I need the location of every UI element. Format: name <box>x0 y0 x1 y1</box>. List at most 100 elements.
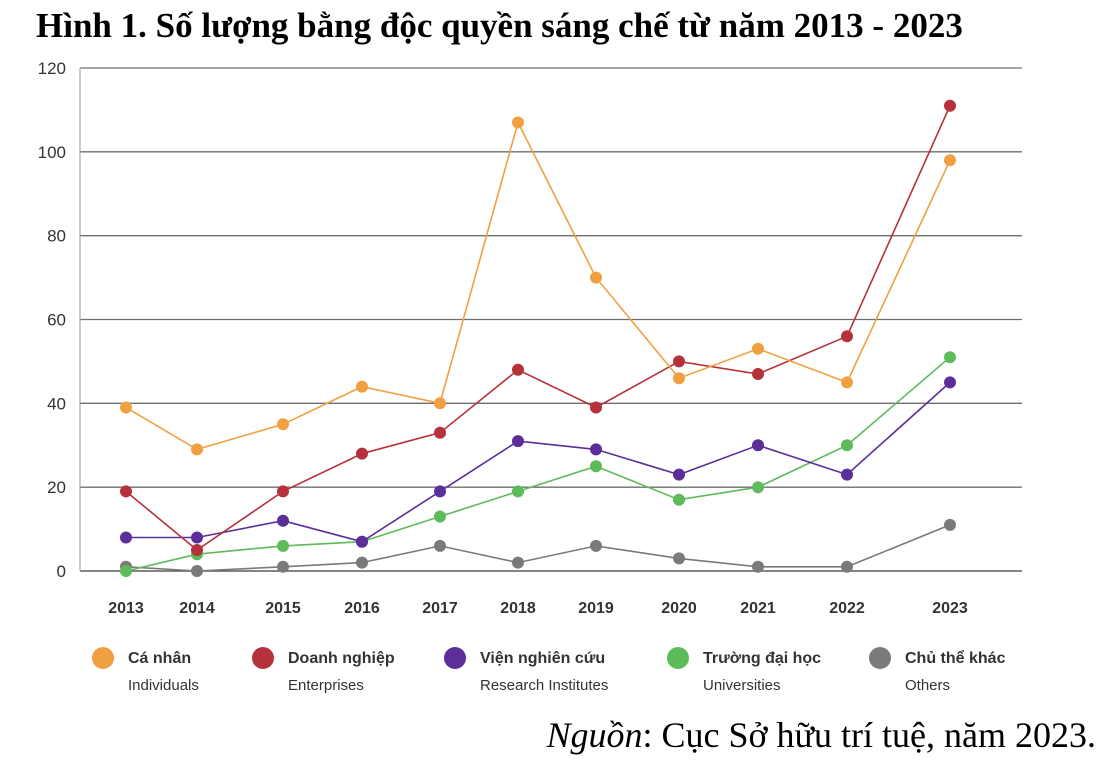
line-chart: 0 20 40 60 80 100 120 2013 2014 2015 2016 2017 2018… <box>38 59 1022 694</box>
legend-label-en: Others <box>905 677 950 694</box>
data-point <box>752 439 764 452</box>
data-point <box>120 565 132 577</box>
data-point <box>673 372 685 385</box>
series-line <box>125 105 951 551</box>
data-point <box>944 99 956 112</box>
x-axis-ticks: 2013 2014 2015 2016 2017 2018 2019 2020 2021 2022… <box>108 600 968 617</box>
data-point <box>434 485 446 498</box>
legend-label-en: Individuals <box>128 677 199 694</box>
legend-label: Cá nhân <box>128 650 191 667</box>
series-universities <box>120 351 956 577</box>
series-individuals <box>120 116 956 456</box>
data-point <box>512 363 524 376</box>
source-note: Nguồn: Cục Sở hữu trí tuệ, năm 2023. <box>546 714 1096 756</box>
data-point <box>434 510 446 523</box>
legend-marker <box>252 647 274 669</box>
data-point <box>434 397 446 410</box>
series-lines <box>120 99 956 577</box>
data-point <box>434 539 446 552</box>
legend-item: Doanh nghiệp Enterprises <box>252 647 395 694</box>
data-point <box>841 468 853 481</box>
data-point <box>120 401 132 414</box>
legend-label: Viện nghiên cứu <box>480 650 605 667</box>
data-point <box>277 514 289 527</box>
series-line <box>126 381 951 543</box>
legend-item: Cá nhân Individuals <box>92 647 199 694</box>
data-point <box>356 447 368 460</box>
data-point <box>120 485 132 498</box>
data-point <box>277 485 289 498</box>
data-point <box>590 271 602 284</box>
legend-item: Trường đại học Universities <box>667 647 821 694</box>
legend-item: Chủ thể khác Others <box>869 647 1006 694</box>
data-point <box>590 443 602 456</box>
legend-label: Doanh nghiệp <box>288 650 395 667</box>
data-point <box>673 552 685 565</box>
data-point <box>434 426 446 439</box>
data-point <box>277 539 289 552</box>
y-tick-label: 80 <box>47 227 66 246</box>
data-point <box>841 439 853 452</box>
legend: Cá nhân Individuals Doanh nghiệp Enterprise… <box>92 647 1006 694</box>
data-point <box>752 368 764 380</box>
data-point <box>512 116 524 129</box>
data-point <box>944 351 956 364</box>
data-point <box>590 460 602 473</box>
series-enterprises <box>120 99 956 556</box>
y-tick-label: 40 <box>47 394 66 413</box>
data-point <box>191 443 203 456</box>
legend-marker <box>667 647 689 669</box>
source-label: Nguồn <box>546 715 643 755</box>
data-point <box>191 544 203 556</box>
data-point <box>191 565 203 577</box>
x-tick-label: 2014 <box>179 600 215 617</box>
data-point <box>191 531 203 544</box>
legend-marker <box>869 647 891 669</box>
data-point <box>841 560 853 573</box>
data-point <box>512 556 524 569</box>
legend-label-en: Research Institutes <box>480 677 608 694</box>
legend-item: Viện nghiên cứu Research Institutes <box>444 647 608 694</box>
x-tick-label: 2018 <box>500 600 536 617</box>
x-tick-label: 2016 <box>344 600 380 617</box>
gridlines <box>79 67 1022 572</box>
data-point <box>277 560 289 573</box>
x-tick-label: 2015 <box>265 600 301 617</box>
series-line <box>125 356 951 572</box>
x-tick-label: 2021 <box>740 600 776 617</box>
x-tick-label: 2017 <box>422 600 458 617</box>
x-tick-label: 2019 <box>578 600 614 617</box>
x-tick-label: 2020 <box>661 600 697 617</box>
legend-label: Chủ thể khác <box>905 649 1006 667</box>
legend-label-en: Enterprises <box>288 677 364 694</box>
y-tick-label: 120 <box>38 59 66 78</box>
source-text: : Cục Sở hữu trí tuệ, năm 2023. <box>642 715 1096 755</box>
data-point <box>590 539 602 552</box>
series-line <box>125 120 951 451</box>
y-tick-label: 0 <box>57 562 66 581</box>
legend-marker <box>444 647 466 669</box>
legend-label: Trường đại học <box>703 650 821 667</box>
chart-title: Hình 1. Số lượng bằng độc quyền sáng chế… <box>36 6 963 45</box>
data-point <box>590 401 602 414</box>
data-point <box>752 560 764 573</box>
x-tick-label: 2013 <box>108 600 144 617</box>
data-point <box>752 342 764 355</box>
x-tick-label: 2022 <box>829 600 865 617</box>
data-point <box>673 355 685 368</box>
series-line <box>125 524 951 572</box>
y-tick-label: 60 <box>47 311 66 330</box>
y-axis-ticks: 0 20 40 60 80 100 120 <box>38 59 66 581</box>
data-point <box>944 154 956 167</box>
data-point <box>356 556 368 569</box>
data-point <box>944 518 956 531</box>
data-point <box>673 468 685 481</box>
data-point <box>673 493 685 506</box>
data-point <box>841 376 853 389</box>
data-point <box>752 481 764 494</box>
y-tick-label: 100 <box>38 143 66 162</box>
data-point <box>356 535 368 548</box>
series-research-institutes <box>120 376 956 548</box>
data-point <box>356 380 368 393</box>
data-point <box>944 376 956 389</box>
